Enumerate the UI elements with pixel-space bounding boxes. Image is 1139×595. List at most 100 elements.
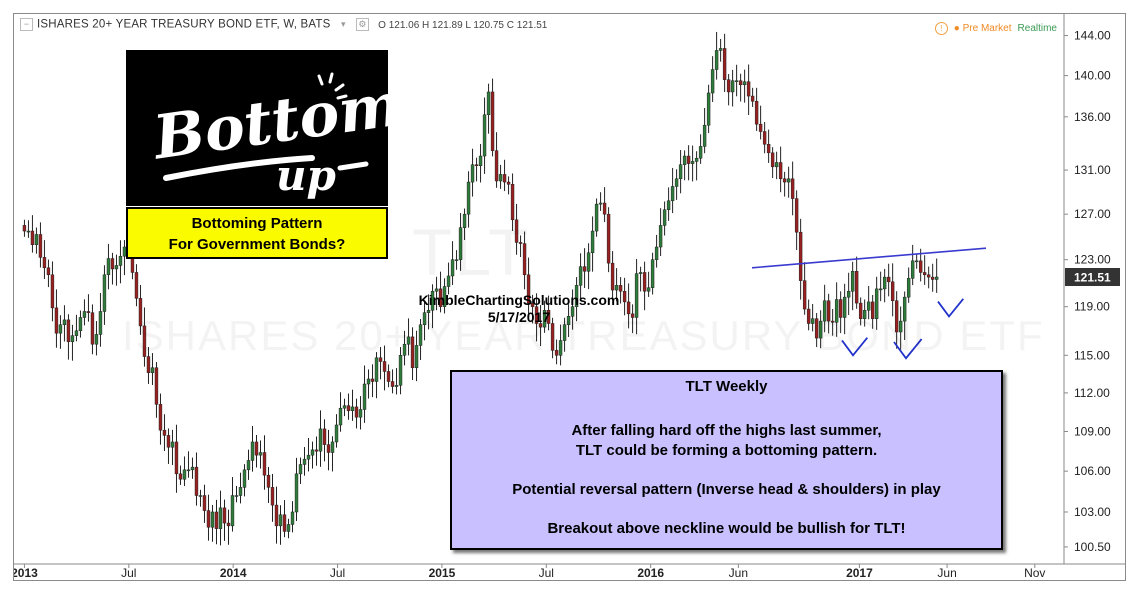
- candle-body: [734, 80, 739, 82]
- candle-body: [38, 234, 43, 258]
- candle-body: [34, 234, 39, 245]
- candle-body: [654, 246, 659, 260]
- symbol-title: ISHARES 20+ YEAR TREASURY BOND ETF, W, B…: [37, 18, 331, 31]
- candle-body: [194, 466, 199, 496]
- y-tick-label: 112.00: [1074, 386, 1110, 400]
- candle-body: [726, 79, 731, 93]
- candle-body: [214, 511, 219, 529]
- candle-body: [922, 272, 927, 276]
- candle-body: [694, 157, 699, 162]
- candle-body: [646, 287, 651, 292]
- y-tick-label: 140.00: [1074, 69, 1111, 83]
- candle-body: [810, 318, 815, 324]
- candle-body: [338, 407, 343, 426]
- candle-body: [674, 178, 679, 187]
- dropdown-icon[interactable]: ▾: [340, 19, 346, 29]
- candle-body: [66, 319, 71, 343]
- logo-text-up: up: [276, 151, 336, 200]
- candle-body: [278, 514, 283, 527]
- symbol-menu-icon[interactable]: −: [20, 18, 33, 31]
- bottoms-up-logo: BottomS up: [126, 50, 388, 206]
- candle-body: [386, 371, 391, 382]
- candle-body: [758, 123, 763, 132]
- candle-body: [54, 307, 59, 334]
- candle-body: [262, 452, 267, 476]
- candle-body: [710, 69, 715, 94]
- chart-frame: 144.00 140.00 136.00 131.00 127.00 123.00 119.…: [13, 13, 1126, 581]
- candle-body: [366, 378, 371, 385]
- candle-body: [206, 510, 211, 528]
- x-tick-label: Jul: [121, 566, 136, 580]
- candle-body: [534, 306, 539, 324]
- ohlc-readout: O 121.06 H 121.89 L 120.75 C 121.51: [378, 19, 548, 31]
- candle-body: [722, 48, 727, 80]
- x-tick-label: Jun: [729, 566, 748, 580]
- candle-body: [70, 335, 75, 343]
- candle-body: [466, 181, 471, 215]
- warning-icon[interactable]: !: [934, 22, 948, 35]
- candle-body: [850, 271, 855, 292]
- candle-body: [594, 203, 599, 232]
- candle-body: [598, 202, 603, 205]
- info-line-3: Potential reversal pattern (Inverse head…: [512, 481, 941, 498]
- candle-body: [342, 405, 347, 409]
- candle-body: [362, 383, 367, 410]
- candle-body: [310, 449, 315, 456]
- y-tick-label: 136.00: [1074, 110, 1111, 124]
- x-tick-label: 2014: [220, 566, 247, 580]
- attribution-site: KimbleChartingSolutions.com: [418, 292, 620, 308]
- candle-body: [782, 178, 787, 183]
- candle-body: [606, 213, 611, 264]
- candle-body: [74, 330, 79, 336]
- candle-body: [626, 301, 631, 315]
- candle-body: [786, 178, 791, 183]
- y-tick-label: 123.00: [1074, 253, 1111, 267]
- candle-body: [930, 276, 935, 280]
- candle-body: [50, 274, 55, 309]
- candle-body: [306, 454, 311, 460]
- candle-body: [190, 466, 195, 471]
- candle-body: [490, 91, 495, 151]
- candle-body: [434, 288, 439, 292]
- candle-body: [94, 334, 99, 345]
- candle-body: [862, 310, 867, 319]
- candle-body: [398, 355, 403, 386]
- candle-body: [770, 152, 775, 168]
- candle-body: [486, 91, 491, 115]
- candle-body: [662, 209, 667, 226]
- candle-body: [430, 290, 435, 311]
- candle-body: [506, 181, 511, 185]
- candle-body: [514, 219, 519, 243]
- candle-body: [266, 474, 271, 488]
- y-tick-label: 144.00: [1074, 29, 1111, 43]
- candle-body: [558, 340, 563, 356]
- settings-icon[interactable]: ⚙: [355, 18, 369, 31]
- candle-body: [458, 227, 463, 260]
- candle-body: [166, 435, 171, 448]
- candle-body: [242, 469, 247, 488]
- candle-body: [566, 316, 571, 325]
- candle-body: [638, 272, 643, 274]
- candle-body: [450, 259, 455, 277]
- candle-body: [738, 80, 743, 86]
- candle-body: [602, 202, 607, 215]
- watermark-ticker: TLT: [412, 214, 530, 290]
- candle-body: [794, 198, 799, 233]
- last-price-label: 121.51: [1074, 271, 1111, 285]
- candle-body: [326, 444, 331, 453]
- candle-body: [926, 274, 931, 278]
- candle-body: [934, 276, 939, 280]
- candle-body: [678, 164, 683, 180]
- candle-body: [554, 350, 559, 356]
- candle-body: [658, 225, 663, 248]
- y-tick-label: 109.00: [1074, 424, 1111, 438]
- y-tick-label: 103.00: [1074, 505, 1111, 519]
- candle-body: [442, 286, 447, 307]
- candle-body: [470, 164, 475, 183]
- candle-body: [778, 162, 783, 180]
- right-shoulder-check: [937, 298, 964, 318]
- candle-body: [478, 155, 483, 166]
- candle-body: [562, 324, 567, 341]
- candle-body: [354, 406, 359, 418]
- candle-body: [846, 290, 851, 298]
